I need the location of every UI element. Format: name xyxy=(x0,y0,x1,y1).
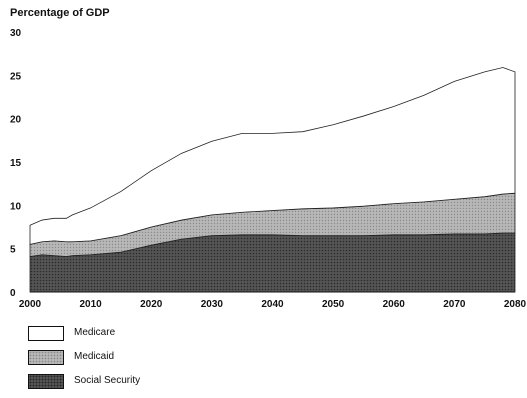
x-tick-label: 2020 xyxy=(140,299,163,310)
y-axis-title: Percentage of GDP xyxy=(10,7,110,19)
legend-swatch-medicaid xyxy=(28,350,64,365)
y-tick-label: 20 xyxy=(10,115,22,126)
y-tick-label: 0 xyxy=(10,288,16,299)
legend-swatch-medicare xyxy=(28,326,64,341)
legend-label-medicaid: Medicaid xyxy=(74,351,115,362)
y-tick-label: 5 xyxy=(10,245,16,256)
x-tick-label: 2040 xyxy=(261,299,284,310)
x-tick-label: 2010 xyxy=(80,299,103,310)
legend-label-medicare: Medicare xyxy=(74,327,116,338)
y-tick-label: 10 xyxy=(10,201,22,212)
chart-svg: Percentage of GDP 0 5 10 15 20 25 30 2000 2010 20… xyxy=(10,7,527,310)
area-medicare xyxy=(29,67,516,245)
x-tick-label: 2070 xyxy=(443,299,466,310)
x-tick-label: 2060 xyxy=(383,299,406,310)
x-tick-label: 2080 xyxy=(504,299,527,310)
y-tick-label: 30 xyxy=(10,28,22,39)
chart-ticks: 0 5 10 15 20 25 30 2000 2010 2020 2030 2040 2050 2060… xyxy=(10,28,527,310)
x-tick-label: 2030 xyxy=(201,299,224,310)
y-tick-label: 15 xyxy=(10,158,22,169)
chart-areas xyxy=(29,67,516,293)
y-tick-label: 25 xyxy=(10,71,22,82)
x-tick-label: 2000 xyxy=(19,299,42,310)
legend-swatch-social-security xyxy=(28,374,64,389)
x-tick-label: 2050 xyxy=(322,299,345,310)
legend-label-social-security: Social Security xyxy=(74,375,141,386)
